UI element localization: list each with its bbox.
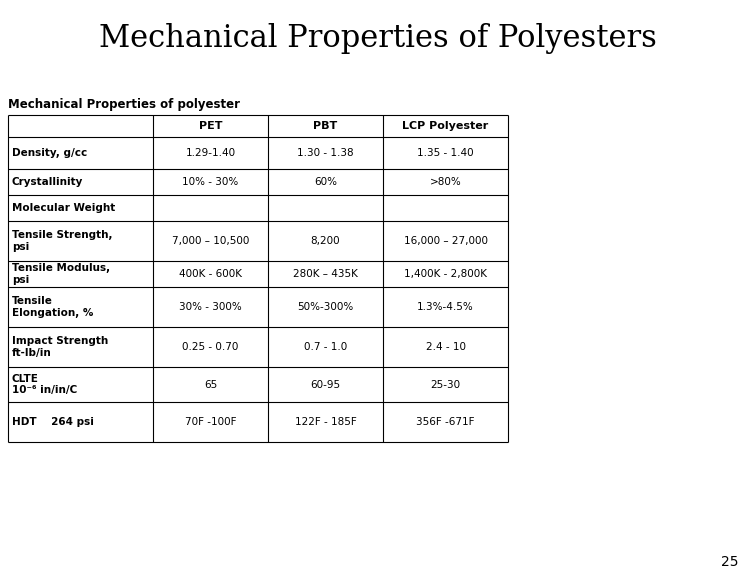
- Text: 1,400K - 2,800K: 1,400K - 2,800K: [404, 269, 487, 279]
- Text: 70F -100F: 70F -100F: [184, 417, 236, 427]
- Text: 8,200: 8,200: [311, 236, 340, 246]
- Text: LCP Polyester: LCP Polyester: [402, 121, 488, 131]
- Text: 1.3%-4.5%: 1.3%-4.5%: [417, 302, 474, 312]
- Text: 2.4 - 10: 2.4 - 10: [426, 342, 466, 352]
- Text: 10% - 30%: 10% - 30%: [182, 177, 239, 187]
- Text: 122F - 185F: 122F - 185F: [295, 417, 356, 427]
- Text: Density, g/cc: Density, g/cc: [12, 148, 87, 158]
- Text: 0.7 - 1.0: 0.7 - 1.0: [304, 342, 347, 352]
- Text: 16,000 – 27,000: 16,000 – 27,000: [404, 236, 488, 246]
- Text: Tensile Strength,
psi: Tensile Strength, psi: [12, 230, 113, 252]
- Text: 65: 65: [204, 380, 217, 389]
- Text: 1.35 - 1.40: 1.35 - 1.40: [417, 148, 474, 158]
- Text: 400K - 600K: 400K - 600K: [179, 269, 242, 279]
- Text: HDT    264 psi: HDT 264 psi: [12, 417, 94, 427]
- Text: 25: 25: [720, 555, 738, 569]
- Text: 0.25 - 0.70: 0.25 - 0.70: [182, 342, 239, 352]
- Text: 25-30: 25-30: [430, 380, 460, 389]
- Text: 1.29-1.40: 1.29-1.40: [185, 148, 236, 158]
- Text: 50%-300%: 50%-300%: [297, 302, 354, 312]
- Text: 7,000 – 10,500: 7,000 – 10,500: [172, 236, 249, 246]
- Text: 30% - 300%: 30% - 300%: [179, 302, 242, 312]
- Text: Mechanical Properties of Polyesters: Mechanical Properties of Polyesters: [99, 22, 657, 54]
- Text: Tensile
Elongation, %: Tensile Elongation, %: [12, 296, 94, 318]
- Text: PBT: PBT: [314, 121, 338, 131]
- Text: 60%: 60%: [314, 177, 337, 187]
- Text: Crystallinity: Crystallinity: [12, 177, 83, 187]
- Text: Molecular Weight: Molecular Weight: [12, 203, 115, 213]
- Text: 356F -671F: 356F -671F: [417, 417, 475, 427]
- Text: Impact Strength
ft-lb/in: Impact Strength ft-lb/in: [12, 336, 108, 358]
- Text: >80%: >80%: [429, 177, 461, 187]
- Text: Tensile Modulus,
psi: Tensile Modulus, psi: [12, 263, 110, 285]
- Text: CLTE
10⁻⁶ in/in/C: CLTE 10⁻⁶ in/in/C: [12, 374, 77, 395]
- Text: 280K – 435K: 280K – 435K: [293, 269, 358, 279]
- Text: 1.30 - 1.38: 1.30 - 1.38: [297, 148, 354, 158]
- Text: 60-95: 60-95: [311, 380, 340, 389]
- Text: PET: PET: [199, 121, 222, 131]
- Text: Mechanical Properties of polyester: Mechanical Properties of polyester: [8, 98, 240, 111]
